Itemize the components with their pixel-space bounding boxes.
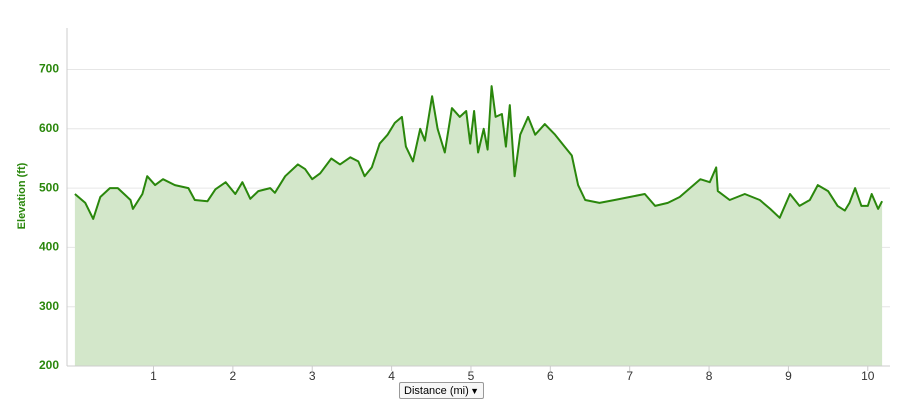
y-axis-label: Elevation (ft) <box>16 162 28 229</box>
y-tick-label: 600 <box>39 121 59 135</box>
y-tick-label: 400 <box>39 240 59 254</box>
x-tick-label: 5 <box>468 369 475 380</box>
dropdown-arrow: ▼ <box>470 386 479 396</box>
x-tick-label: 3 <box>309 369 316 380</box>
chart: Elevation (ft) 200 300 400 500 600 700 1 2 3 4 5 6 7… <box>16 28 890 380</box>
elevation-line <box>74 85 883 220</box>
x-tick-label: 4 <box>388 369 395 380</box>
x-tick-label: 10 <box>861 369 875 380</box>
x-tick-label: 6 <box>547 369 554 380</box>
elevation-area <box>74 86 883 366</box>
x-tick-label: 7 <box>626 369 633 380</box>
x-tick-label: 2 <box>230 369 237 380</box>
y-tick-label: 200 <box>39 358 59 372</box>
x-tick-label: 1 <box>150 369 157 380</box>
y-tick-label: 300 <box>39 299 59 313</box>
x-axis-label: Distance (mi) <box>404 385 469 397</box>
y-tick-label: 700 <box>39 62 59 76</box>
y-tick-label: 500 <box>39 180 59 194</box>
x-unit-dropdown[interactable]: Distance (mi) ▼ <box>399 382 484 399</box>
x-tick-label: 9 <box>785 369 792 380</box>
x-tick-label: 8 <box>706 369 713 380</box>
